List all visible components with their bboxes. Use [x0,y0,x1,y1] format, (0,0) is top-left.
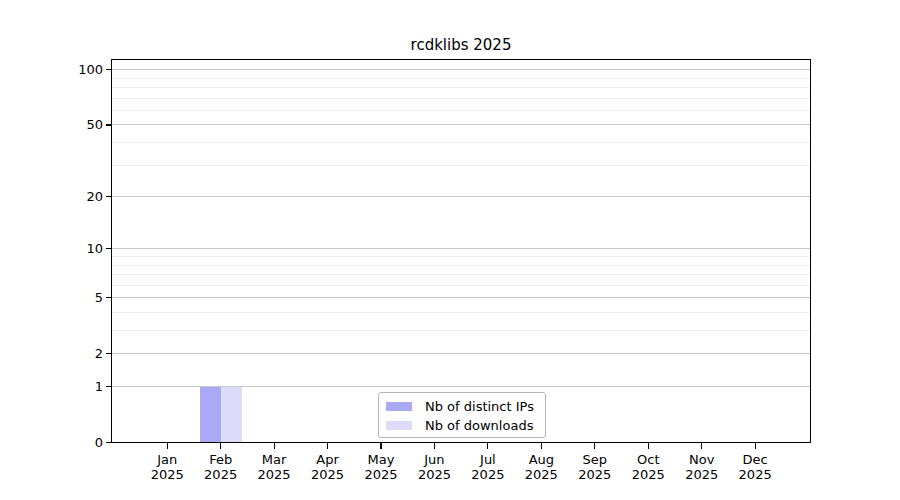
bar-downloads [221,387,242,443]
gridline-minor [112,285,810,286]
gridline-major [112,124,810,125]
x-tick-year: 2025 [727,467,783,483]
x-tick-month: Jun [406,452,462,468]
x-tick-year: 2025 [513,467,569,483]
x-axis-tick-label: Jan2025 [139,452,195,483]
gridline-major [112,248,810,249]
y-axis-tick [106,386,113,387]
legend-label-distinct-ips: Nb of distinct IPs [425,397,534,416]
legend-item-downloads: Nb of downloads [379,416,545,435]
chart-figure: rcdklibs 2025 0125102050100Jan2025Feb202… [0,0,900,500]
x-tick-year: 2025 [567,467,623,483]
gridline-minor [112,78,810,79]
gridline-major [112,69,810,70]
y-axis-tick-label: 50 [63,117,103,133]
x-tick-year: 2025 [139,467,195,483]
x-axis-tick [648,443,649,449]
x-tick-month: May [353,452,409,468]
x-axis-tick-label: Dec2025 [727,452,783,483]
x-axis-tick-label: Oct2025 [620,452,676,483]
legend-item-distinct-ips: Nb of distinct IPs [379,397,545,416]
x-tick-month: Sep [567,452,623,468]
y-axis-tick-label: 10 [63,241,103,257]
y-axis-tick-label: 5 [63,290,103,306]
x-axis-tick [380,443,381,449]
x-axis-tick [220,443,221,449]
chart-title: rcdklibs 2025 [112,35,810,55]
x-axis-tick-label: Jul2025 [460,452,516,483]
x-axis-tick-label: Nov2025 [674,452,730,483]
y-axis-tick-label: 1 [63,379,103,395]
x-tick-month: Dec [727,452,783,468]
gridline-major [112,196,810,197]
x-axis-tick [167,443,168,449]
x-axis-tick-label: Apr2025 [300,452,356,483]
plot-area [112,60,810,443]
y-axis-tick-label: 20 [63,189,103,205]
x-axis-tick [274,443,275,449]
gridline-minor [112,265,810,266]
gridline-minor [112,110,810,111]
x-tick-month: Feb [193,452,249,468]
x-axis-tick [434,443,435,449]
y-axis-tick [106,196,113,197]
x-tick-month: Jul [460,452,516,468]
x-axis-tick [541,443,542,449]
x-axis-tick-label: Sep2025 [567,452,623,483]
x-tick-year: 2025 [246,467,302,483]
x-tick-month: Mar [246,452,302,468]
x-axis-tick [594,443,595,449]
gridline-minor [112,165,810,166]
bar-distinct-ips [200,387,221,443]
y-axis-tick [106,69,113,70]
x-tick-year: 2025 [460,467,516,483]
y-axis-tick [106,124,113,125]
gridline-minor [112,312,810,313]
x-axis-tick-label: Aug2025 [513,452,569,483]
x-tick-month: Aug [513,452,569,468]
gridline-minor [112,87,810,88]
x-axis-tick [755,443,756,449]
y-axis-tick [106,353,113,354]
x-tick-month: Jan [139,452,195,468]
x-axis-tick-label: Jun2025 [406,452,462,483]
x-tick-month: Nov [674,452,730,468]
legend-swatch-downloads-icon [386,421,412,431]
gridline-minor [112,142,810,143]
x-tick-year: 2025 [193,467,249,483]
x-tick-year: 2025 [353,467,409,483]
x-axis-tick-label: Mar2025 [246,452,302,483]
y-axis-tick [106,297,113,298]
x-axis-tick-label: May2025 [353,452,409,483]
legend: Nb of distinct IPs Nb of downloads [378,392,546,438]
x-axis-tick [701,443,702,449]
x-tick-year: 2025 [300,467,356,483]
x-axis-tick [487,443,488,449]
x-axis-tick-label: Feb2025 [193,452,249,483]
y-axis-tick [106,248,113,249]
gridline-minor [112,98,810,99]
x-tick-year: 2025 [620,467,676,483]
y-axis-tick-label: 2 [63,346,103,362]
legend-label-downloads: Nb of downloads [425,416,533,435]
y-axis-tick-label: 0 [63,435,103,451]
gridline-major [112,297,810,298]
gridline-major [112,353,810,354]
gridline-minor [112,274,810,275]
legend-swatch-distinct-ips-icon [386,402,412,412]
x-tick-year: 2025 [406,467,462,483]
x-tick-month: Oct [620,452,676,468]
y-axis-tick-label: 100 [63,62,103,78]
x-axis-tick [327,443,328,449]
gridline-minor [112,256,810,257]
x-tick-month: Apr [300,452,356,468]
y-axis-tick [106,442,113,443]
x-tick-year: 2025 [674,467,730,483]
gridline-minor [112,330,810,331]
